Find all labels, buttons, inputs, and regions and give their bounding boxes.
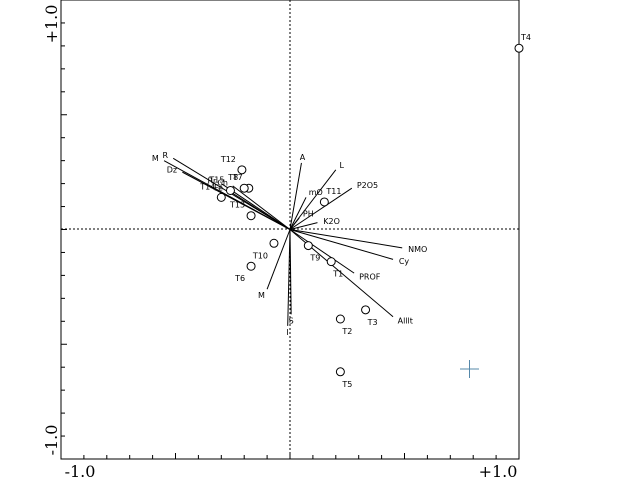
variable-label: A xyxy=(300,153,306,162)
sample-label: T2 xyxy=(341,327,352,336)
sample-point xyxy=(225,185,235,195)
x-tick-label-max: +1.0 xyxy=(479,462,518,480)
sample-label: T9 xyxy=(309,254,320,263)
sample-point xyxy=(246,211,256,221)
x-tick-label-min: -1.0 xyxy=(65,462,96,480)
cross-marker xyxy=(460,360,479,378)
sample-label: T4 xyxy=(520,33,531,42)
variable-vector xyxy=(182,171,291,230)
variable-label: PROF xyxy=(359,272,381,281)
variable-label: Fe xyxy=(214,183,223,192)
variable-label: K2O xyxy=(323,217,340,226)
variable-label: L xyxy=(339,161,344,170)
variable-label: M xyxy=(152,154,159,163)
variable-label: NMO xyxy=(408,245,427,254)
sample-point xyxy=(269,238,279,248)
variable-label: mO xyxy=(309,188,323,197)
variable-vector xyxy=(287,229,291,326)
sample-point xyxy=(303,241,313,251)
variable-label: Cy xyxy=(399,257,410,266)
sample-point xyxy=(216,192,226,202)
variable-vector xyxy=(289,222,318,230)
sample-point xyxy=(361,305,371,315)
variable-vector xyxy=(289,187,353,230)
sample-point xyxy=(335,367,345,377)
sample-label: T5 xyxy=(341,380,352,389)
variable-label: I xyxy=(286,328,288,337)
variable-label: PH xyxy=(303,209,314,218)
variable-label: Alllt xyxy=(398,317,413,326)
sample-label: T8 xyxy=(227,173,238,182)
y-tick-label-min: -1.0 xyxy=(42,425,61,456)
sample-point xyxy=(246,261,256,271)
sample-label: T13 xyxy=(229,201,245,210)
variable-vector xyxy=(227,190,291,230)
variable-label: P2O5 xyxy=(357,181,378,190)
sample-point xyxy=(239,183,249,193)
variable-vector xyxy=(289,229,394,260)
sample-label: T11 xyxy=(325,187,341,196)
sample-label: T12 xyxy=(220,155,236,164)
variable-label: M xyxy=(258,291,265,300)
variable-label: Rr xyxy=(207,176,217,185)
sample-point xyxy=(326,257,336,267)
sample-point xyxy=(335,314,345,324)
variable-vector xyxy=(289,197,307,230)
sample-point xyxy=(237,165,247,175)
sample-point xyxy=(319,197,329,207)
sample-label: T7 xyxy=(232,173,243,182)
sample-label: T1 xyxy=(332,270,343,279)
sample-label: T15 xyxy=(208,175,224,184)
variable-vector xyxy=(289,229,292,315)
variable-label: Dz xyxy=(167,165,177,174)
sample-point xyxy=(514,43,524,53)
variable-label: S xyxy=(289,316,294,325)
variable-label: R xyxy=(163,151,169,160)
variable-vector xyxy=(289,162,302,230)
variable-vector xyxy=(289,229,403,249)
y-tick-label-max: +1.0 xyxy=(42,5,61,44)
sample-label: T14 xyxy=(199,182,215,191)
variable-vector xyxy=(266,229,291,290)
variable-vector xyxy=(232,185,291,230)
sample-label: T6 xyxy=(234,274,245,283)
variable-vector xyxy=(289,229,355,274)
variable-vector xyxy=(289,217,300,230)
sample-label: T3 xyxy=(367,318,378,327)
sample-label: T10 xyxy=(252,251,268,260)
variable-label: Ch xyxy=(217,178,228,187)
